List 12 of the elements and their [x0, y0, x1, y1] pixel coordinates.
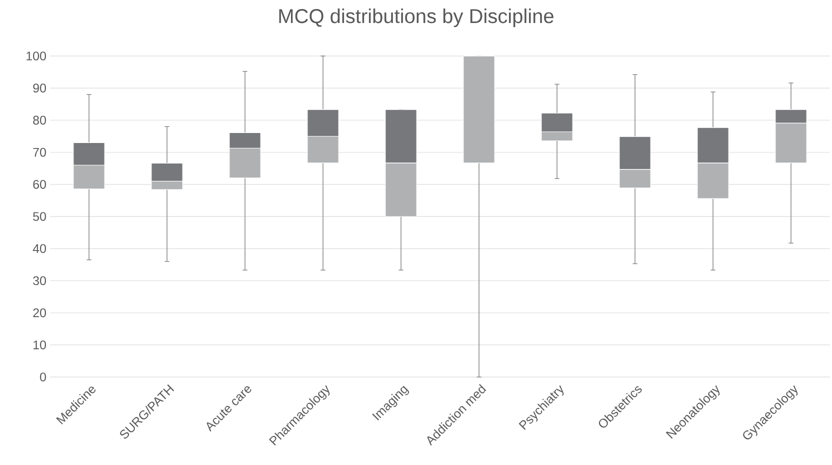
y-tick-label: 10 — [34, 340, 46, 350]
y-tick-label: 80 — [33, 116, 46, 125]
y-tick-label: 90 — [33, 84, 46, 93]
y-tick-label: 100 — [26, 52, 46, 60]
y-tick-label: 70 — [33, 148, 46, 157]
y-tick-label: 20 — [33, 308, 46, 318]
chart-title: MCQ distributions by Discipline — [279, 8, 554, 28]
y-tick-label: 40 — [32, 244, 46, 254]
y-tick-label: 50 — [33, 212, 46, 221]
y-tick-label: 0 — [40, 372, 46, 382]
y-tick-label: 60 — [33, 180, 46, 189]
y-tick-label: 30 — [33, 276, 46, 286]
